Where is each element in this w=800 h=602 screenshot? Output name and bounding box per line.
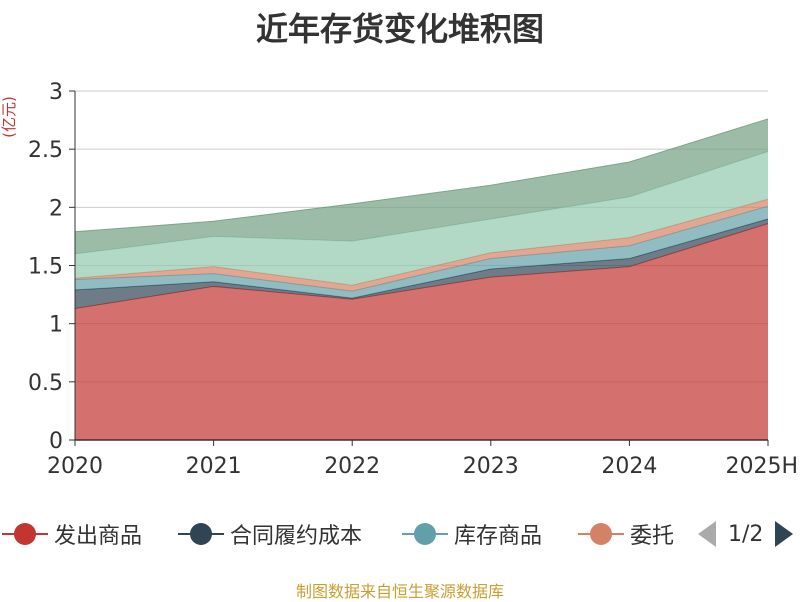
x-tick-label: 2024 — [601, 454, 657, 479]
x-tick-label: 2021 — [186, 454, 242, 479]
legend-page-indicator: 1/2 — [728, 521, 764, 547]
legend: 发出商品 合同履约成本 库存商品 委托 — [0, 516, 800, 552]
legend-item-0[interactable]: 发出商品 — [2, 516, 142, 552]
area-series-2[interactable] — [75, 206, 768, 299]
y-tick-label: 2 — [49, 196, 63, 221]
legend-pager: 1/2 — [698, 516, 794, 552]
legend-swatch — [2, 516, 48, 552]
y-tick-label: 1 — [49, 313, 63, 338]
y-axis-label: (亿元) — [0, 96, 18, 138]
legend-dot — [414, 523, 436, 545]
legend-label: 委托 — [630, 524, 675, 549]
axes: 0 0.5 1 1.5 2 2.5 3 2020 2021 2022 2023 2024 2025H — [28, 80, 798, 479]
x-tick-label: 2022 — [324, 454, 380, 479]
x-tick-label: 2025H — [725, 454, 798, 479]
legend-swatch — [178, 516, 224, 552]
legend-prev-page-icon[interactable] — [698, 521, 716, 547]
area-series-0[interactable] — [75, 223, 768, 440]
y-tick-label: 0.5 — [28, 371, 63, 396]
x-tick-label: 2023 — [463, 454, 519, 479]
legend-dot — [14, 523, 36, 545]
area-series-4[interactable] — [75, 151, 768, 286]
legend-next-page-icon[interactable] — [775, 521, 794, 547]
legend-dot — [590, 523, 612, 545]
legend-swatch — [402, 516, 448, 552]
legend-item-1[interactable]: 合同履约成本 — [178, 516, 362, 552]
y-tick-label: 0 — [49, 429, 63, 454]
x-tick-label: 2020 — [47, 454, 103, 479]
legend-dot — [190, 523, 212, 545]
area-series-3[interactable] — [75, 199, 768, 292]
chart-title: 近年存货变化堆积图 — [255, 10, 544, 48]
y-tick-label: 3 — [49, 80, 63, 105]
series-line-5 — [74, 118, 769, 233]
legend-swatch — [578, 516, 624, 552]
y-tick-label: 2.5 — [28, 138, 63, 163]
data-source-note: 制图数据来自恒生聚源数据库 — [295, 582, 504, 601]
legend-item-2[interactable]: 库存商品 — [402, 516, 542, 552]
area-series — [74, 118, 769, 440]
legend-item-3[interactable]: 委托 — [578, 516, 674, 552]
legend-label: 库存商品 — [454, 524, 543, 549]
legend-label: 发出商品 — [54, 524, 143, 549]
legend-label: 合同履约成本 — [230, 524, 363, 549]
area-series-5[interactable] — [75, 118, 768, 254]
y-tick-label: 1.5 — [28, 255, 63, 280]
